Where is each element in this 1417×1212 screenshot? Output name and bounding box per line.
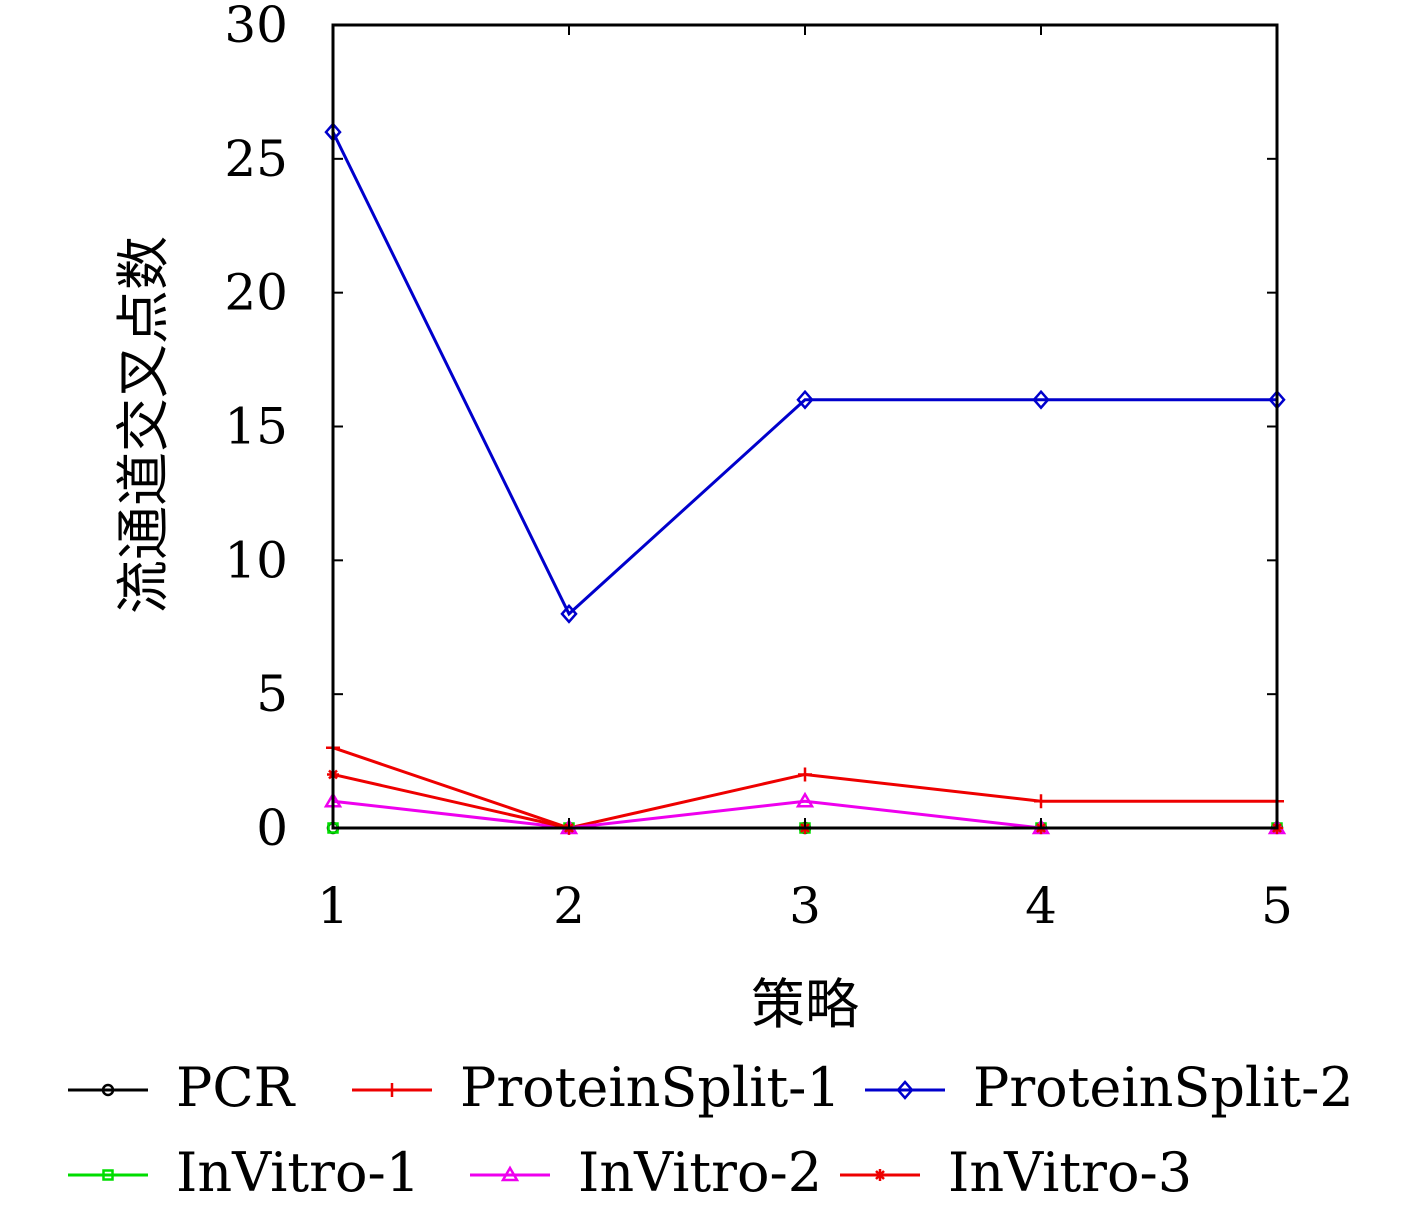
y-tick-label: 25 (224, 130, 288, 188)
legend-marker (874, 1169, 886, 1181)
y-tick-label: 20 (224, 264, 288, 322)
legend-label: ProteinSplit-1 (460, 1056, 841, 1119)
y-tick-label: 10 (224, 531, 288, 589)
x-tick-label: 4 (1025, 877, 1057, 935)
y-tick-label: 0 (256, 799, 288, 857)
legend-entry-proteinsplit-2: ProteinSplit-2 (865, 1056, 1354, 1119)
data-point (798, 767, 812, 782)
data-point (560, 603, 578, 624)
legend-marker (385, 1083, 399, 1097)
data-point (796, 389, 814, 410)
data-point (1034, 794, 1048, 809)
plot-frame (331, 23, 1279, 830)
legend-label: InVitro-1 (176, 1141, 420, 1204)
legend-marker (896, 1080, 914, 1100)
x-tick-label: 1 (317, 877, 349, 935)
y-axis-title: 流通道交叉点数 (112, 236, 175, 614)
legend-marker (101, 1083, 115, 1097)
plot-layer (323, 122, 1287, 835)
legend-marker (102, 1169, 114, 1181)
legend-label: ProteinSplit-2 (973, 1056, 1354, 1119)
legend-entry-proteinsplit-1: ProteinSplit-1 (352, 1056, 841, 1119)
legend-entry-invitro-2: InVitro-2 (470, 1141, 822, 1204)
x-tick-label: 5 (1261, 877, 1293, 935)
series-proteinsplit-2 (324, 122, 1286, 624)
y-tick-label: 15 (224, 398, 288, 456)
legend-label: InVitro-3 (948, 1141, 1192, 1204)
y-tick-label: 5 (256, 665, 288, 723)
y-tick-label: 30 (224, 0, 288, 54)
x-tick-label: 3 (789, 877, 821, 935)
x-axis-title: 策略 (751, 973, 859, 1036)
y-axis: 0 5 10 15 20 25 30 (224, 0, 1277, 857)
data-point (795, 791, 815, 808)
legend-entry-invitro-3: InVitro-3 (840, 1141, 1192, 1204)
legend: PCR ProteinSplit-1 ProteinSplit-2 InVitro-1… (68, 1056, 1354, 1204)
x-tick-label: 2 (553, 877, 585, 935)
series-line (331, 131, 1277, 617)
data-point (1032, 389, 1050, 410)
legend-entry-pcr: PCR (68, 1056, 296, 1119)
x-axis: 1 2 3 4 5 (317, 25, 1293, 935)
legend-entry-invitro-1: InVitro-1 (68, 1141, 420, 1204)
legend-label: PCR (176, 1056, 296, 1119)
legend-label: InVitro-2 (578, 1141, 822, 1204)
legend-marker (500, 1165, 520, 1182)
